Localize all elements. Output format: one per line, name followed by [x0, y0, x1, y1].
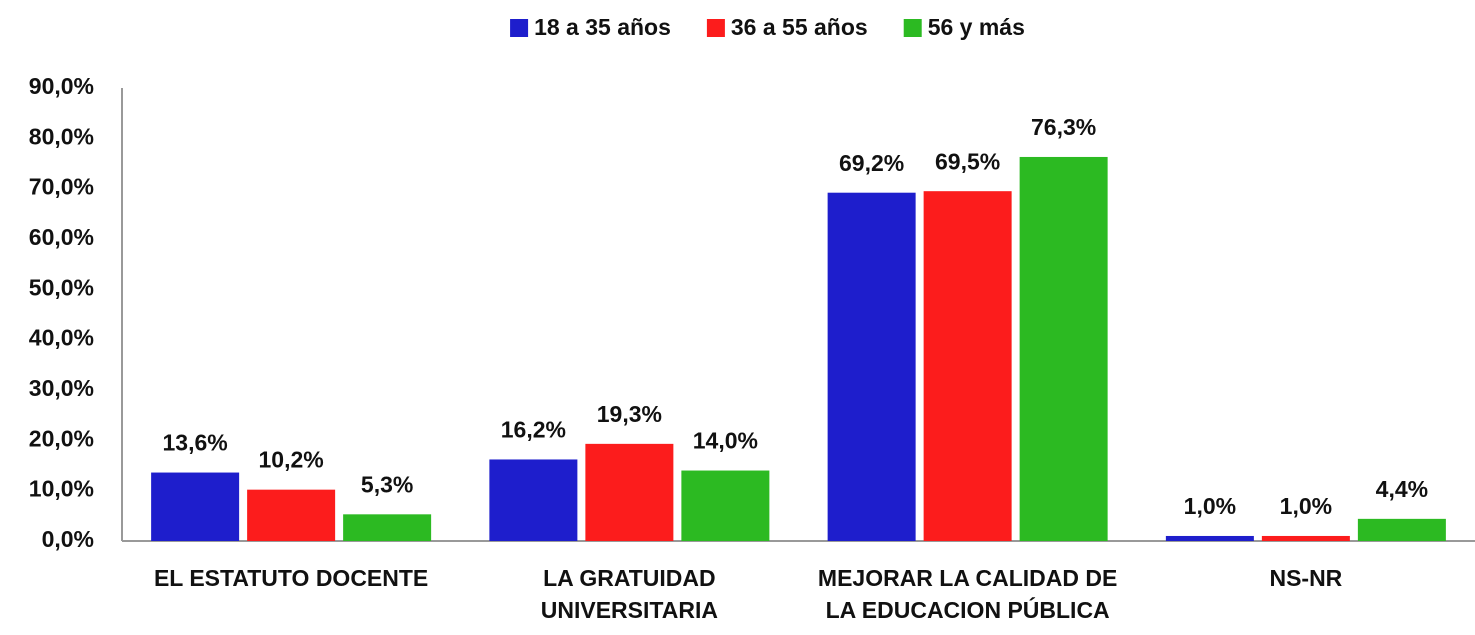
data-label: 19,3% — [597, 401, 662, 427]
y-tick-label: 80,0% — [29, 123, 94, 149]
data-label: 14,0% — [693, 428, 758, 454]
bar — [923, 191, 1012, 541]
bar — [489, 459, 578, 541]
x-tick-label: NS-NR — [1269, 565, 1343, 591]
bar — [1165, 535, 1254, 541]
legend-swatch — [903, 19, 922, 37]
bar — [585, 443, 674, 541]
y-tick-label: 0,0% — [42, 526, 94, 552]
data-label: 76,3% — [1031, 114, 1096, 140]
bar — [247, 489, 336, 541]
data-label: 13,6% — [163, 430, 228, 456]
y-tick-label: 40,0% — [29, 325, 94, 351]
y-tick-label: 60,0% — [29, 224, 94, 250]
bar — [681, 470, 770, 541]
y-tick-label: 30,0% — [29, 375, 94, 401]
data-label: 1,0% — [1184, 493, 1236, 519]
legend-label: 56 y más — [928, 14, 1025, 40]
legend-label: 36 a 55 años — [731, 14, 868, 40]
data-label: 4,4% — [1376, 476, 1428, 502]
y-tick-label: 70,0% — [29, 174, 94, 200]
bar — [827, 192, 916, 541]
legend-swatch — [510, 19, 529, 37]
x-tick-label: MEJORAR LA CALIDAD DE LA EDUCACION PÚBLI… — [817, 565, 1118, 623]
bar — [151, 472, 240, 541]
y-tick-label: 90,0% — [29, 73, 94, 99]
x-tick-label: EL ESTATUTO DOCENTE — [153, 565, 429, 591]
legend-swatch — [706, 19, 725, 37]
data-label: 69,5% — [935, 148, 1000, 174]
data-label: 16,2% — [501, 417, 566, 443]
bar — [1019, 156, 1108, 541]
bar — [1357, 518, 1446, 541]
data-label: 69,2% — [839, 150, 904, 176]
legend-label: 18 a 35 años — [534, 14, 671, 40]
bar — [1261, 535, 1350, 541]
bar — [343, 514, 432, 541]
data-label: 1,0% — [1280, 493, 1332, 519]
y-tick-label: 10,0% — [29, 476, 94, 502]
x-tick-label: LA GRATUIDAD UNIVERSITARIA — [540, 565, 718, 623]
y-tick-label: 50,0% — [29, 274, 94, 300]
y-tick-label: 20,0% — [29, 425, 94, 451]
data-label: 5,3% — [361, 471, 413, 497]
data-label: 10,2% — [259, 447, 324, 473]
